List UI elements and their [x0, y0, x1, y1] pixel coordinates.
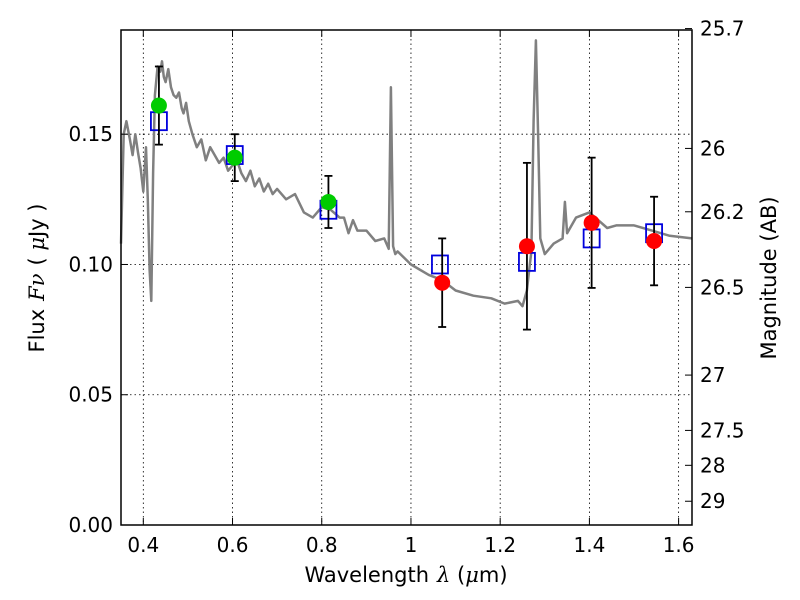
y2-tick-label: 27 — [700, 363, 725, 387]
y-axis-title: FluxFν( μJy ) — [25, 203, 49, 352]
y2-tick-label: 26 — [700, 136, 725, 160]
x-tick-label: 0.6 — [217, 533, 249, 557]
plot-frame — [120, 29, 693, 526]
y2-tick-label: 26.5 — [700, 275, 745, 299]
y2-tick-label: 28 — [700, 453, 725, 477]
x-tick-label: 1.2 — [484, 533, 516, 557]
photometry-point — [434, 274, 451, 291]
photometry-point — [320, 193, 337, 210]
y2-tick-label: 26.2 — [700, 200, 745, 224]
y-tick-label: 0.05 — [68, 383, 113, 407]
y2-tick-label: 25.7 — [700, 17, 745, 41]
y-tick-label: 0.15 — [68, 122, 113, 146]
y-tick-label: 0.00 — [68, 513, 113, 537]
y2-axis-title: Magnitude (AB) — [757, 196, 781, 359]
y2-tick-label: 27.5 — [700, 418, 745, 442]
photometry-point — [583, 214, 600, 231]
spectrum-layer — [119, 39, 693, 308]
x-tick-label: 0.8 — [306, 533, 338, 557]
x-tick-label: 1 — [405, 533, 418, 557]
x-tick-label: 0.4 — [127, 533, 159, 557]
grid-lines — [121, 30, 692, 525]
x-tick-label: 1.4 — [573, 533, 605, 557]
photometry-point — [646, 233, 663, 250]
photometry-point — [518, 238, 535, 255]
photometry-point — [150, 97, 167, 114]
photometry-layer — [150, 65, 663, 331]
spectrum-line — [119, 39, 693, 308]
photometry-point — [226, 149, 243, 166]
y-tick-label: 0.10 — [68, 252, 113, 276]
x-tick-label: 1.6 — [663, 533, 695, 557]
axis-ticks: 0.4 0.6 0.8 1 1.2 1.4 1.6 0.00 0.05 0.10 0.15 25.7 2… — [68, 17, 744, 557]
model-square-marker — [431, 254, 449, 275]
x-axis-title: Wavelength λ (μm) — [304, 563, 507, 587]
y2-tick-label: 29 — [700, 489, 725, 513]
